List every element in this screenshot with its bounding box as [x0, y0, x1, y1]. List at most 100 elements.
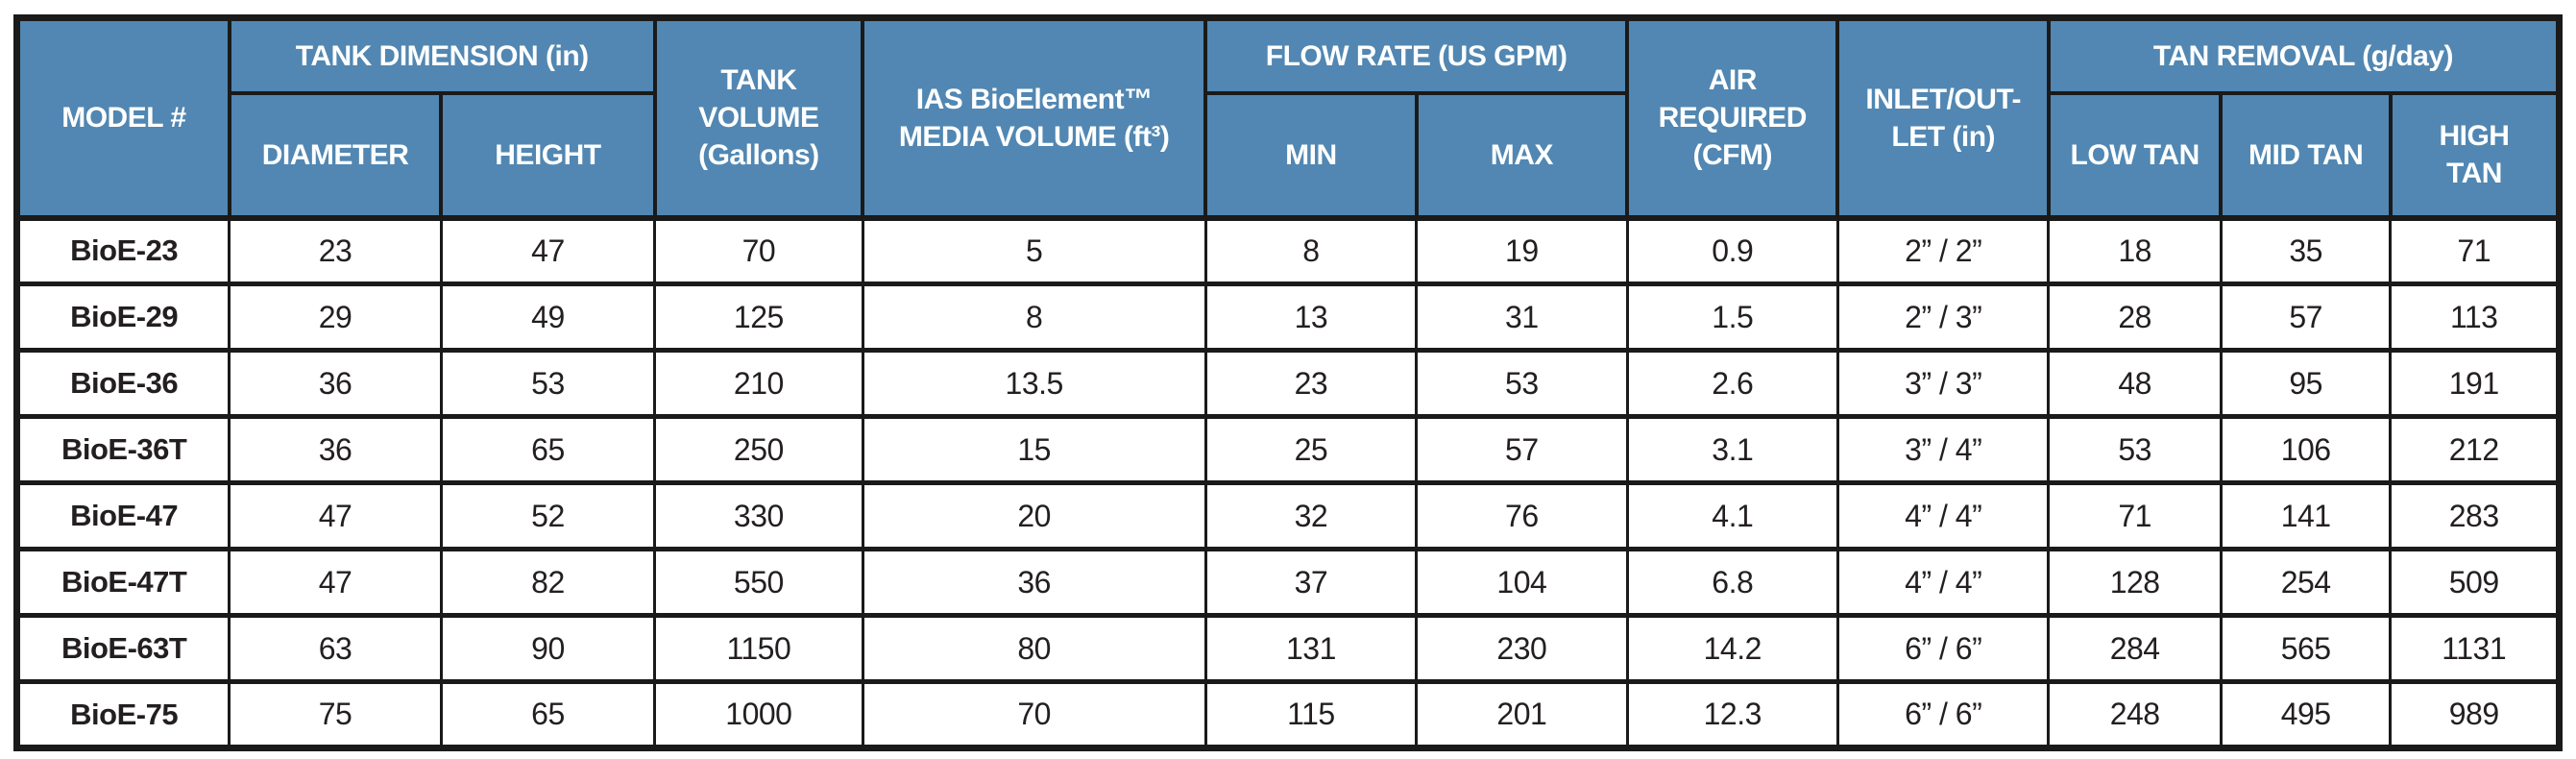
col-header-media-volume: IAS BioElement™ MEDIA VOLUME (ft³) [861, 15, 1208, 220]
table-row: BioE-47 47 52 330 20 32 76 4.1 4” / 4” 7… [14, 480, 2561, 551]
cell-media-volume: 20 [861, 480, 1207, 551]
cell-low-tan: 48 [2047, 348, 2223, 419]
cell-high-tan: 1131 [2389, 613, 2561, 684]
cell-inlet-outlet: 6” / 6” [1835, 613, 2051, 684]
cell-low-tan: 53 [2047, 414, 2223, 485]
cell-inlet-outlet: 2” / 2” [1835, 215, 2051, 286]
col-header-min: MIN [1203, 90, 1419, 220]
col-header-height: HEIGHT [439, 90, 657, 220]
cell-flow-max: 53 [1415, 348, 1629, 419]
cell-flow-max: 19 [1415, 215, 1629, 286]
cell-mid-tan: 106 [2219, 414, 2393, 485]
cell-tank-volume: 550 [653, 547, 864, 618]
col-header-tank-volume: TANK VOLUME (Gallons) [652, 15, 865, 220]
cell-low-tan: 128 [2047, 547, 2223, 618]
table-row: BioE-75 75 65 1000 70 115 201 12.3 6” / … [14, 679, 2561, 750]
cell-diameter: 36 [228, 414, 443, 485]
cell-height: 90 [439, 613, 657, 684]
cell-high-tan: 212 [2389, 414, 2561, 485]
cell-flow-max: 230 [1415, 613, 1629, 684]
cell-diameter: 36 [228, 348, 443, 419]
col-header-inlet-outlet: INLET/OUT- LET (in) [1835, 15, 2051, 220]
cell-model: BioE-36 [14, 348, 231, 419]
cell-air-required: 4.1 [1625, 480, 1839, 551]
cell-mid-tan: 57 [2219, 282, 2393, 353]
table-row: BioE-36T 36 65 250 15 25 57 3.1 3” / 4” … [14, 414, 2561, 485]
cell-flow-min: 23 [1203, 348, 1419, 419]
cell-mid-tan: 35 [2219, 215, 2393, 286]
cell-flow-min: 131 [1203, 613, 1419, 684]
cell-inlet-outlet: 4” / 4” [1835, 547, 2051, 618]
col-header-high-tan: HIGH TAN [2388, 90, 2562, 220]
cell-inlet-outlet: 2” / 3” [1835, 282, 2051, 353]
cell-model: BioE-47T [14, 547, 231, 618]
col-header-max: MAX [1414, 90, 1630, 220]
cell-flow-min: 25 [1203, 414, 1419, 485]
cell-inlet-outlet: 3” / 3” [1835, 348, 2051, 419]
cell-mid-tan: 495 [2219, 679, 2393, 750]
col-header-low-tan: LOW TAN [2046, 90, 2224, 220]
header-group-row: MODEL # TANK DIMENSION (in) TANK VOLUME … [14, 15, 2562, 220]
table-row: BioE-36 36 53 210 13.5 23 53 2.6 3” / 3”… [14, 348, 2561, 419]
cell-height: 47 [439, 215, 657, 286]
cell-low-tan: 28 [2047, 282, 2223, 353]
cell-diameter: 75 [228, 679, 443, 750]
cell-model: BioE-75 [14, 679, 231, 750]
cell-air-required: 1.5 [1625, 282, 1839, 353]
cell-tank-volume: 125 [653, 282, 864, 353]
cell-mid-tan: 95 [2219, 348, 2393, 419]
cell-air-required: 3.1 [1625, 414, 1839, 485]
cell-air-required: 12.3 [1625, 679, 1839, 750]
cell-media-volume: 36 [861, 547, 1207, 618]
group-header-tan-removal: TAN REMOVAL (g/day) [2046, 15, 2562, 95]
cell-media-volume: 8 [861, 282, 1207, 353]
cell-air-required: 14.2 [1625, 613, 1839, 684]
table-row: BioE-47T 47 82 550 36 37 104 6.8 4” / 4”… [14, 547, 2561, 618]
cell-height: 53 [439, 348, 657, 419]
spec-table: MODEL # TANK DIMENSION (in) TANK VOLUME … [13, 14, 2563, 751]
cell-flow-max: 31 [1415, 282, 1629, 353]
cell-diameter: 23 [228, 215, 443, 286]
cell-height: 65 [439, 414, 657, 485]
col-header-mid-tan: MID TAN [2219, 90, 2393, 220]
cell-flow-max: 57 [1415, 414, 1629, 485]
cell-inlet-outlet: 6” / 6” [1835, 679, 2051, 750]
table-row: BioE-23 23 47 70 5 8 19 0.9 2” / 2” 18 3… [14, 215, 2561, 286]
col-header-air-required: AIR REQUIRED (CFM) [1625, 15, 1840, 220]
cell-flow-max: 104 [1415, 547, 1629, 618]
cell-media-volume: 13.5 [861, 348, 1207, 419]
col-header-diameter: DIAMETER [227, 90, 444, 220]
cell-model: BioE-29 [14, 282, 231, 353]
cell-diameter: 63 [228, 613, 443, 684]
cell-air-required: 2.6 [1625, 348, 1839, 419]
cell-tank-volume: 210 [653, 348, 864, 419]
cell-high-tan: 113 [2389, 282, 2561, 353]
table-row: BioE-63T 63 90 1150 80 131 230 14.2 6” /… [14, 613, 2561, 684]
header-sub-row: DIAMETER HEIGHT MIN MAX LOW TAN MID TAN … [17, 90, 2562, 220]
cell-high-tan: 283 [2389, 480, 2561, 551]
cell-low-tan: 284 [2047, 613, 2223, 684]
cell-low-tan: 248 [2047, 679, 2223, 750]
table-row: BioE-29 29 49 125 8 13 31 1.5 2” / 3” 28… [14, 282, 2561, 353]
cell-height: 82 [439, 547, 657, 618]
cell-tank-volume: 330 [653, 480, 864, 551]
cell-model: BioE-36T [14, 414, 231, 485]
cell-flow-min: 115 [1203, 679, 1419, 750]
cell-low-tan: 18 [2047, 215, 2223, 286]
cell-diameter: 47 [228, 480, 443, 551]
group-header-tank-dimension: TANK DIMENSION (in) [227, 15, 657, 95]
cell-tank-volume: 1150 [653, 613, 864, 684]
table-body: BioE-23 23 47 70 5 8 19 0.9 2” / 2” 18 3… [14, 215, 2561, 750]
cell-inlet-outlet: 4” / 4” [1835, 480, 2051, 551]
cell-low-tan: 71 [2047, 480, 2223, 551]
cell-tank-volume: 70 [653, 215, 864, 286]
cell-tank-volume: 250 [653, 414, 864, 485]
cell-inlet-outlet: 3” / 4” [1835, 414, 2051, 485]
cell-height: 52 [439, 480, 657, 551]
cell-high-tan: 509 [2389, 547, 2561, 618]
group-header-flow-rate: FLOW RATE (US GPM) [1203, 15, 1630, 95]
table-header: MODEL # TANK DIMENSION (in) TANK VOLUME … [14, 15, 2562, 220]
cell-model: BioE-63T [14, 613, 231, 684]
cell-model: BioE-47 [14, 480, 231, 551]
